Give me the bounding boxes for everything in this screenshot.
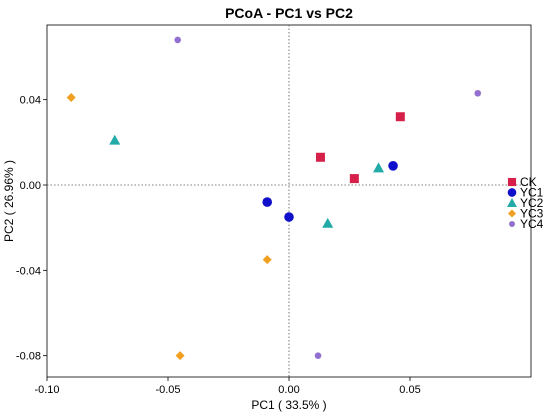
point-yc2 (373, 162, 385, 173)
point-yc2 (322, 217, 334, 228)
x-tick-label: -0.10 (34, 384, 59, 396)
x-axis-title: PC1 ( 33.5% ) (251, 398, 326, 412)
legend-marker-yc3 (507, 209, 517, 218)
y-tick-label: 0.04 (20, 95, 41, 107)
x-tick-label: -0.05 (155, 384, 180, 396)
y-tick-label: -0.04 (16, 265, 41, 277)
y-tick-label: -0.08 (16, 351, 41, 363)
legend-marker-ck (507, 177, 517, 187)
point-yc4 (174, 36, 181, 44)
x-tick-label: 0.05 (399, 384, 420, 396)
legend-label-yc3: YC3 (520, 207, 544, 221)
chart-title: PCoA - PC1 vs PC2 (225, 5, 353, 21)
y-axis-title: PC2 ( 26.96% ) (2, 160, 16, 242)
point-yc3 (175, 351, 185, 361)
legend-label-yc2: YC2 (520, 196, 544, 210)
point-yc1 (284, 212, 294, 222)
point-yc1 (262, 197, 273, 207)
point-yc3 (262, 255, 272, 265)
y-tick-label: 0.00 (20, 180, 41, 192)
point-ck (395, 112, 405, 122)
point-yc3 (66, 93, 76, 103)
legend-label-yc4: YC4 (520, 217, 544, 231)
point-yc2 (109, 134, 121, 145)
point-yc1 (388, 161, 398, 171)
point-yc4 (314, 352, 322, 359)
x-tick-label: 0.00 (278, 384, 299, 396)
point-ck (349, 174, 359, 184)
legend-marker-yc2 (507, 198, 517, 207)
legend-marker-yc4 (509, 221, 515, 227)
legend-label-yc1: YC1 (520, 186, 544, 200)
point-yc4 (474, 89, 482, 97)
point-ck (315, 152, 325, 162)
legend-marker-yc1 (507, 188, 517, 197)
legend-label-ck: CK (520, 175, 537, 189)
